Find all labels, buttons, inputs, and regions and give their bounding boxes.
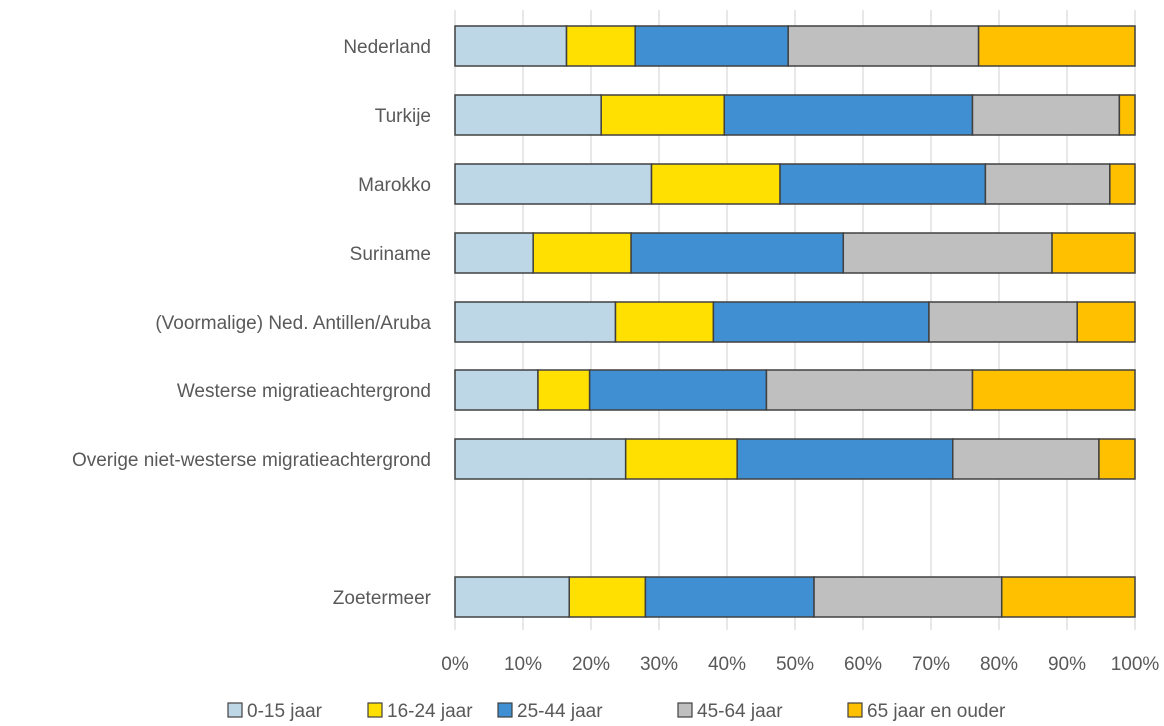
- category-label: Marokko: [358, 175, 431, 196]
- bar-segment: [952, 438, 1100, 480]
- category-label: (Voormalige) Ned. Antillen/Aruba: [155, 313, 431, 334]
- bar-segment: [1109, 163, 1136, 205]
- bar-segment: [454, 369, 539, 411]
- bar-segment: [842, 232, 1053, 274]
- x-tick-label: 50%: [776, 654, 814, 675]
- category-label: Turkije: [375, 106, 431, 127]
- bar-segment: [624, 438, 738, 480]
- bar-segment: [1098, 438, 1136, 480]
- x-axis-ticks: 0% 10% 20% 30% 40% 50% 60% 70% 80% 90% 100%: [441, 654, 1159, 675]
- bar-segment: [454, 301, 617, 343]
- x-tick-label: 60%: [844, 654, 882, 675]
- category-labels: Nederland Turkije Marokko Suriname (Voormali…: [72, 37, 432, 609]
- legend-swatch: [497, 702, 513, 718]
- bar-segment: [1051, 232, 1136, 274]
- category-label: Westerse migratieachtergrond: [177, 381, 431, 402]
- x-tick-label: 100%: [1111, 654, 1160, 675]
- x-tick-label: 80%: [980, 654, 1018, 675]
- bar-segment: [736, 438, 954, 480]
- bar-segment: [1000, 576, 1136, 618]
- bar-segment: [813, 576, 1003, 618]
- bar-segment: [650, 163, 781, 205]
- category-label: Zoetermeer: [333, 588, 432, 609]
- legend-label: 16-24 jaar: [387, 701, 473, 722]
- bar-segment: [454, 25, 568, 67]
- category-label: Suriname: [350, 244, 431, 265]
- x-tick-label: 10%: [504, 654, 542, 675]
- bar-segment: [971, 369, 1136, 411]
- legend-swatch: [367, 702, 383, 718]
- bar-segment: [1076, 301, 1136, 343]
- legend-swatch: [847, 702, 863, 718]
- bar-segment: [779, 163, 987, 205]
- bar-segment: [723, 94, 974, 136]
- bar-segment: [568, 576, 647, 618]
- bar-segment: [454, 576, 570, 618]
- bar-segment: [977, 25, 1136, 67]
- bar-segment: [630, 232, 845, 274]
- bar-segment: [712, 301, 930, 343]
- bar-segment: [787, 25, 980, 67]
- bar-segment: [454, 94, 602, 136]
- x-tick-label: 40%: [708, 654, 746, 675]
- legend-label: 25-44 jaar: [517, 701, 603, 722]
- bars: [454, 25, 1136, 618]
- x-tick-label: 70%: [912, 654, 950, 675]
- bar-segment: [454, 438, 627, 480]
- bar-segment: [984, 163, 1111, 205]
- bar-segment: [454, 232, 534, 274]
- bar-segment: [928, 301, 1078, 343]
- bar-segment: [600, 94, 726, 136]
- bar-segment: [537, 369, 591, 411]
- legend-label: 45-64 jaar: [697, 701, 783, 722]
- bar-segment: [532, 232, 632, 274]
- x-tick-label: 90%: [1048, 654, 1086, 675]
- bar-segment: [971, 94, 1121, 136]
- bar-segment: [765, 369, 974, 411]
- x-tick-label: 0%: [441, 654, 469, 675]
- legend-label: 0-15 jaar: [247, 701, 323, 722]
- bar-segment: [588, 369, 768, 411]
- category-label: Nederland: [343, 37, 431, 58]
- bar-segment: [634, 25, 789, 67]
- bar-segment: [644, 576, 815, 618]
- legend-swatch: [227, 702, 243, 718]
- bar-segment: [565, 25, 636, 67]
- category-label: Overige niet-westerse migratieachtergron…: [72, 450, 431, 471]
- bar-segment: [1118, 94, 1136, 136]
- legend: 0-15 jaar 16-24 jaar 25-44 jaar 45-64 jaar 6…: [227, 701, 1006, 722]
- x-tick-label: 20%: [572, 654, 610, 675]
- legend-label: 65 jaar en ouder: [867, 701, 1006, 722]
- bar-segment: [614, 301, 715, 343]
- bar-segment: [454, 163, 653, 205]
- x-tick-label: 30%: [640, 654, 678, 675]
- legend-swatch: [677, 702, 693, 718]
